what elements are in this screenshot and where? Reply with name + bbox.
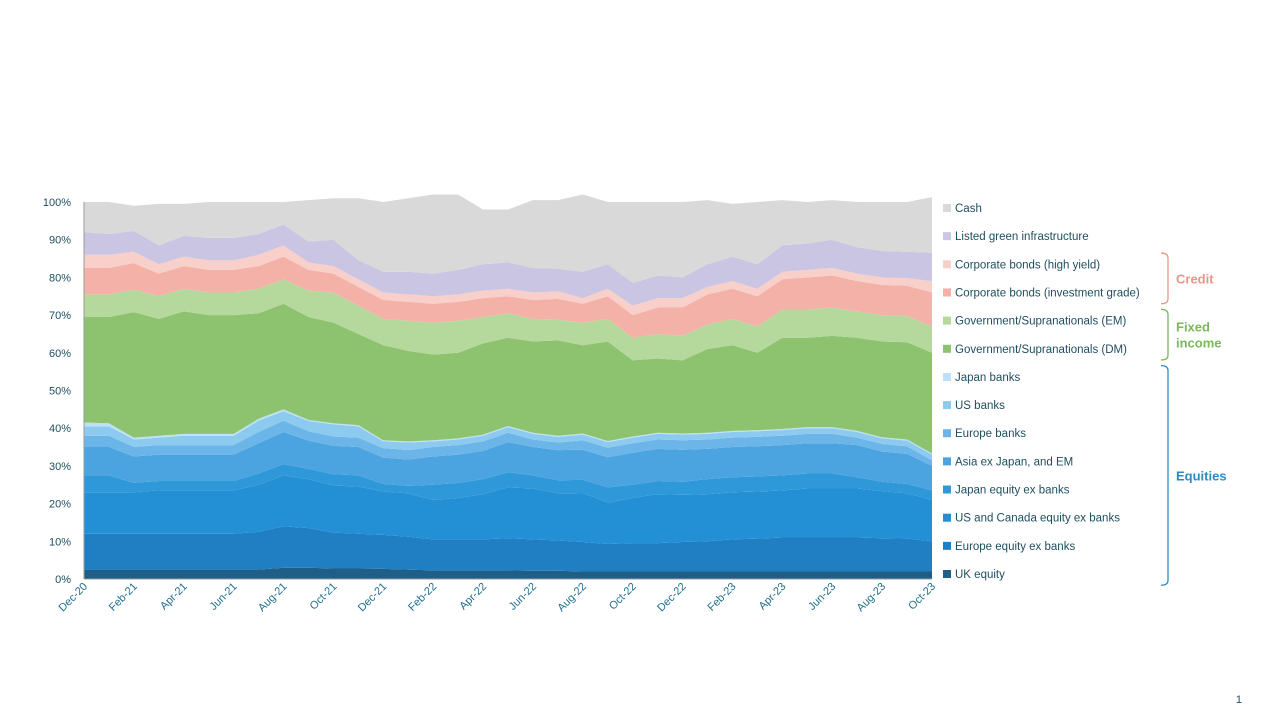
y-tick-label: 0% bbox=[55, 574, 71, 586]
legend-label: Government/Supranationals (EM) bbox=[955, 316, 1126, 328]
x-tick-label: Feb-23 bbox=[705, 581, 738, 614]
page-number: 1 bbox=[1235, 694, 1242, 706]
y-tick-label: 40% bbox=[49, 423, 71, 435]
area-cash bbox=[84, 194, 932, 284]
legend-label: US banks bbox=[955, 400, 1005, 412]
x-tick-label: Jun-22 bbox=[507, 581, 539, 613]
area-corporate-bonds-investment-grade bbox=[84, 256, 932, 338]
y-tick-label: 100% bbox=[43, 197, 71, 209]
x-tick-label: Dec-22 bbox=[655, 581, 689, 615]
y-tick-label: 10% bbox=[49, 536, 71, 548]
legend-swatch bbox=[943, 457, 951, 466]
area-europe-banks bbox=[84, 420, 932, 466]
legend-label: Japan banks bbox=[955, 372, 1020, 384]
area-listed-green-infrastructure bbox=[84, 224, 932, 306]
area-us-banks bbox=[84, 411, 932, 461]
area-uk-equity bbox=[84, 567, 932, 579]
legend: UK equity Europe equity ex banks US and Ca… bbox=[943, 203, 1140, 581]
legend-label: Cash bbox=[955, 203, 982, 215]
y-tick-label: 60% bbox=[49, 348, 71, 360]
legend-swatch bbox=[943, 513, 951, 522]
group-label-credit: Credit bbox=[1176, 271, 1214, 286]
y-tick-label: 90% bbox=[49, 235, 71, 247]
chart-areas bbox=[84, 194, 932, 579]
legend-swatch bbox=[943, 232, 951, 241]
legend-swatch bbox=[943, 429, 951, 438]
legend-swatch bbox=[943, 541, 951, 550]
group-bracket bbox=[1160, 308, 1169, 361]
x-tick-label: Oct-21 bbox=[308, 581, 340, 613]
area-europe-equity-ex-banks bbox=[84, 526, 932, 572]
legend-swatch bbox=[943, 344, 951, 353]
x-axis: Dec-20 Feb-21 Apr-21 Jun-21 Aug-21 Oct-21 Dec-… bbox=[57, 578, 938, 615]
group-label-fixed-income: Fixed income bbox=[1176, 320, 1222, 351]
y-tick-label: 50% bbox=[49, 386, 71, 398]
legend-label: Europe banks bbox=[955, 428, 1026, 440]
legend-label: US and Canada equity ex banks bbox=[955, 513, 1120, 525]
x-tick-label: Jun-21 bbox=[207, 581, 239, 613]
x-tick-label: Feb-21 bbox=[107, 581, 140, 614]
legend-swatch bbox=[943, 570, 951, 578]
legend-swatch bbox=[943, 485, 951, 494]
legend-swatch bbox=[943, 204, 951, 212]
x-tick-label: Oct-22 bbox=[607, 581, 639, 613]
x-tick-label: Aug-21 bbox=[256, 581, 290, 615]
area-asia-ex-japan-and-em bbox=[84, 431, 932, 491]
group-bracket bbox=[1160, 252, 1169, 305]
group-bracket bbox=[1160, 365, 1169, 586]
y-tick-label: 70% bbox=[49, 310, 71, 322]
legend-label: Europe equity ex banks bbox=[955, 541, 1075, 553]
legend-label: Government/Supranationals (DM) bbox=[955, 344, 1127, 356]
legend-swatch bbox=[943, 401, 951, 410]
y-tick-label: 30% bbox=[49, 461, 71, 473]
x-tick-label: Apr-21 bbox=[158, 581, 190, 613]
legend-label: Japan equity ex banks bbox=[955, 485, 1070, 497]
area-government-supranationals-em bbox=[84, 279, 932, 361]
area-us-and-canada-equity-ex-banks bbox=[84, 475, 932, 544]
x-tick-label: Feb-22 bbox=[406, 581, 439, 614]
y-tick-label: 80% bbox=[49, 272, 71, 284]
x-tick-label: Aug-22 bbox=[555, 581, 589, 615]
x-tick-label: Aug-23 bbox=[855, 581, 889, 615]
legend-label: Corporate bonds (investment grade) bbox=[955, 287, 1140, 299]
area-japan-equity-ex-banks bbox=[84, 464, 932, 503]
legend-label: UK equity bbox=[955, 569, 1005, 581]
area-government-supranationals-dm bbox=[84, 303, 932, 454]
x-tick-label: Apr-22 bbox=[457, 581, 489, 613]
group-label-equities: Equities bbox=[1176, 468, 1227, 483]
legend-groups: Credit Fixed income Equities bbox=[1160, 252, 1227, 586]
y-axis: 0% 10% 20% 30% 40% 50% 60% 70% 80% 90% 100% bbox=[43, 197, 85, 586]
legend-label: Corporate bonds (high yield) bbox=[955, 259, 1100, 271]
y-tick-label: 20% bbox=[49, 499, 71, 511]
legend-label: Asia ex Japan, and EM bbox=[955, 456, 1073, 468]
area-corporate-bonds-high-yield bbox=[84, 245, 932, 316]
legend-swatch bbox=[943, 316, 951, 325]
legend-label: Listed green infrastructure bbox=[955, 231, 1089, 243]
x-tick-label: Jun-23 bbox=[806, 581, 838, 613]
x-tick-label: Oct-23 bbox=[906, 581, 938, 613]
legend-swatch bbox=[943, 260, 951, 269]
x-tick-label: Dec-21 bbox=[356, 581, 390, 615]
legend-swatch bbox=[943, 288, 951, 297]
legend-swatch bbox=[943, 372, 951, 381]
x-tick-label: Apr-23 bbox=[757, 581, 789, 613]
